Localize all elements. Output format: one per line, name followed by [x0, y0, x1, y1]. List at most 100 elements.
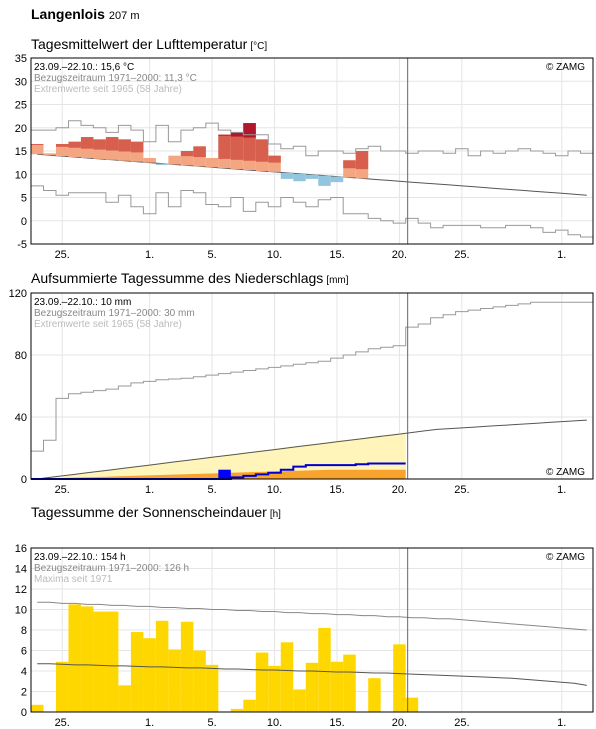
temp-warm-bar	[168, 155, 181, 165]
sunshine-bar	[180, 621, 194, 712]
y-tick-label: 5	[21, 193, 27, 205]
y-tick-label: 4	[21, 666, 27, 678]
temp-cool-bar	[155, 163, 169, 165]
x-tick-label: 10.	[267, 249, 282, 261]
x-tick-label: 25.	[55, 717, 70, 729]
sunshine-bar	[368, 678, 381, 712]
sunshine-bar	[293, 689, 306, 712]
sunshine-bar	[268, 665, 281, 712]
credit-label: © ZAMG	[546, 467, 585, 478]
temp-warm-dark-bar	[243, 123, 256, 138]
sunshine-bar	[230, 708, 244, 712]
y-tick-label: 15	[15, 146, 27, 158]
temp-warm-mid-bar	[105, 137, 119, 151]
y-tick-label: 40	[15, 412, 27, 424]
info-line: Maxima seit 1971	[34, 574, 113, 585]
sunshine-bar	[193, 650, 206, 712]
temp-warm-mid-bar	[193, 146, 206, 158]
sunshine-bar	[130, 632, 144, 712]
temp-warm-mid-bar	[55, 144, 69, 147]
sunshine-bar	[118, 685, 131, 712]
x-tick-label: 1.	[145, 484, 154, 496]
temperature-unit: [°C]	[250, 41, 268, 52]
sunshine-bar	[243, 699, 256, 712]
y-tick-label: 35	[15, 53, 27, 65]
x-tick-label: 1.	[557, 249, 566, 261]
sunshine-bar	[155, 620, 169, 712]
info-line: 23.09.–22.10.: 10 mm	[34, 297, 131, 308]
y-tick-label: 14	[15, 564, 27, 576]
x-tick-label: 25.	[55, 249, 70, 261]
sunshine-bar	[330, 661, 344, 712]
temp-warm-mid-bar	[80, 137, 94, 149]
temp-warm-bar	[143, 157, 156, 163]
sunshine-bar	[168, 649, 181, 712]
station-header: Langenlois 207 m	[31, 6, 139, 22]
temp-warm-mid-bar	[355, 151, 369, 170]
x-tick-label: 10.	[267, 484, 282, 496]
temp-warm-mid-bar	[180, 151, 194, 157]
sunshine-bar	[318, 627, 331, 712]
sunshine-bar	[393, 644, 406, 712]
normal-area	[31, 432, 406, 479]
temp-warm-bar	[31, 144, 44, 155]
temp-warm-bar	[205, 157, 219, 168]
x-tick-label: 15.	[329, 249, 344, 261]
info-line: 23.09.–22.10.: 154 h	[34, 552, 126, 563]
min-line	[31, 185, 593, 238]
sunshine-bar	[55, 661, 69, 712]
y-tick-label: 30	[15, 76, 27, 88]
sunshine-unit: [h]	[269, 509, 281, 520]
y-tick-label: 80	[15, 350, 27, 362]
sunshine-bar	[343, 654, 356, 712]
precipitation-unit: [mm]	[326, 275, 349, 286]
x-tick-label: 1.	[557, 484, 566, 496]
temperature-chart-title: Tagesmittelwert der Lufttemperatur [°C]	[31, 36, 267, 52]
info-line: Extremwerte seit 1965 (58 Jahre)	[34, 84, 182, 95]
x-tick-label: 10.	[267, 717, 282, 729]
temp-warm-mid-bar	[343, 160, 356, 169]
info-line: Bezugszeitraum 1971–2000: 126 h	[34, 563, 189, 574]
x-tick-label: 25.	[454, 717, 469, 729]
info-line: 23.09.–22.10.: 15,6 °C	[34, 62, 134, 73]
max-line	[37, 601, 587, 631]
x-tick-label: 20.	[392, 249, 407, 261]
y-tick-label: 0	[21, 707, 27, 719]
sunshine-bar	[255, 652, 269, 712]
normal-line	[37, 419, 587, 480]
y-tick-label: 8	[21, 625, 27, 637]
x-tick-label: 5.	[207, 717, 216, 729]
temp-warm-bar	[55, 144, 69, 157]
temp-warm-bar	[43, 153, 56, 156]
credit-label: © ZAMG	[546, 552, 585, 563]
max-line	[31, 120, 593, 157]
x-tick-label: 5.	[207, 484, 216, 496]
normal-line	[37, 663, 587, 686]
y-tick-label: 2	[21, 687, 27, 699]
daily-precip-bar	[218, 469, 231, 479]
plot-frame	[30, 547, 594, 713]
y-tick-label: 12	[15, 584, 27, 596]
sunshine-bar	[31, 704, 44, 712]
sunshine-bar	[405, 697, 419, 712]
x-tick-label: 25.	[454, 249, 469, 261]
y-tick-label: 120	[9, 288, 27, 300]
info-line: Bezugszeitraum 1971–2000: 11,3 °C	[34, 73, 197, 84]
sunshine-bar	[93, 611, 106, 712]
plot-frame	[30, 292, 594, 480]
temperature-title-text: Tagesmittelwert der Lufttemperatur	[31, 36, 248, 52]
sunshine-bar	[143, 638, 156, 712]
station-altitude: 207 m	[108, 10, 140, 22]
max-line	[31, 301, 593, 452]
sunshine-bar	[205, 664, 219, 712]
precipitation-chart-title: Aufsummierte Tagessumme des Niederschlag…	[31, 270, 349, 286]
temp-warm-dark-bar	[218, 134, 231, 136]
temp-warm-mid-bar	[31, 144, 44, 145]
y-tick-label: 20	[15, 123, 27, 135]
temp-warm-dark-bar	[230, 132, 244, 137]
temp-cool-bar	[305, 174, 319, 179]
y-tick-label: -5	[17, 239, 27, 251]
temp-warm-mid-bar	[93, 139, 106, 150]
temp-warm-mid-bar	[230, 132, 244, 160]
